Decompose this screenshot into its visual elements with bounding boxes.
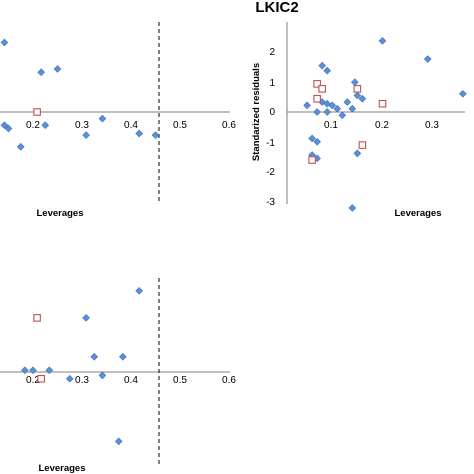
x-tick-label: 0.2 xyxy=(26,120,40,131)
x-tick-label: 0.3 xyxy=(75,375,89,386)
diamond-point xyxy=(351,78,359,87)
x-axis-label: Leverages xyxy=(36,208,83,219)
chart-top-left: 0.2 0.3 0.4 0.5 0.6 Leverages xyxy=(0,22,236,219)
x-tick-label: 0.1 xyxy=(324,120,338,131)
chart-bottom-left: 0.2 0.3 0.4 0.5 0.6 Leverages xyxy=(0,278,236,474)
diamond-point xyxy=(90,352,99,361)
diamond-point xyxy=(119,352,127,361)
x-tick-label: 0.2 xyxy=(375,120,389,131)
x-tick-label: 0.6 xyxy=(222,375,236,386)
y-axis-label: Standarized residuals xyxy=(251,63,262,161)
x-tick-labels: 0.1 0.2 0.3 xyxy=(324,120,439,131)
diamond-point xyxy=(348,204,357,212)
x-tick-labels: 0.2 0.3 0.4 0.5 0.6 xyxy=(26,120,236,131)
x-tick-label: 0.5 xyxy=(173,375,187,386)
diamond-point xyxy=(323,108,332,116)
square-point xyxy=(33,108,41,116)
square-point xyxy=(37,374,45,383)
diamond-point xyxy=(21,366,29,375)
diamond-point xyxy=(29,366,37,375)
diamond-point xyxy=(313,137,321,146)
diamond-point xyxy=(0,38,9,47)
diamond-point xyxy=(358,94,367,103)
square-point xyxy=(33,314,41,322)
diamond-point xyxy=(323,66,332,75)
square-point xyxy=(313,94,321,103)
diamond-point xyxy=(37,68,45,77)
y-tick-label: -3 xyxy=(266,197,275,208)
x-tick-label: 0.3 xyxy=(425,120,439,131)
data-points xyxy=(303,37,467,212)
diamond-point xyxy=(353,149,362,158)
x-tick-label: 0.5 xyxy=(173,120,187,131)
y-tick-label: 0 xyxy=(269,107,275,118)
square-point xyxy=(358,141,367,149)
y-tick-label: 2 xyxy=(269,47,275,58)
x-tick-label: 0.4 xyxy=(124,120,138,131)
diamond-point xyxy=(82,314,90,322)
diamond-point xyxy=(4,124,13,133)
diamond-point xyxy=(338,111,347,120)
square-point xyxy=(353,85,362,93)
diamond-point xyxy=(82,131,90,139)
diamond-point xyxy=(135,129,143,138)
diamond-point xyxy=(45,366,54,375)
square-point xyxy=(378,99,387,108)
diamond-point xyxy=(98,371,107,380)
x-tick-label: 0.6 xyxy=(222,120,236,131)
x-axis-label: Leverages xyxy=(38,463,85,474)
diamond-point xyxy=(308,134,316,143)
diamond-point xyxy=(303,101,311,110)
diamond-point xyxy=(459,89,467,98)
data-points xyxy=(0,38,160,151)
y-tick-label: -1 xyxy=(266,138,275,149)
square-point xyxy=(308,156,316,164)
chart-title: LKIC2 xyxy=(255,0,298,16)
diamond-point xyxy=(65,374,74,383)
diamond-point xyxy=(423,55,432,63)
diamond-point xyxy=(353,91,362,100)
square-point xyxy=(318,85,326,93)
x-tick-label: 0.3 xyxy=(75,120,89,131)
diamond-point xyxy=(343,98,352,106)
x-tick-labels: 0.2 0.3 0.4 0.5 0.6 xyxy=(26,375,236,386)
diamond-point xyxy=(135,287,143,295)
diamond-point xyxy=(348,104,357,113)
x-tick-label: 0.2 xyxy=(26,375,40,386)
diamond-point xyxy=(53,65,62,73)
diamond-point xyxy=(41,121,50,130)
diamond-point xyxy=(114,437,123,446)
y-tick-label: -2 xyxy=(266,167,275,178)
diamond-point xyxy=(328,101,337,110)
square-point xyxy=(313,80,321,88)
diamond-point xyxy=(98,114,107,123)
diamond-point xyxy=(378,37,387,45)
x-axis-label: Leverages xyxy=(394,208,441,219)
y-tick-labels: -3 -2 -1 0 1 2 xyxy=(266,47,275,208)
x-tick-label: 0.4 xyxy=(124,375,138,386)
data-points xyxy=(21,287,143,446)
diamond-point xyxy=(318,61,326,70)
diamond-point xyxy=(313,108,321,116)
diamond-point xyxy=(16,142,25,151)
diamond-point xyxy=(333,104,342,113)
diamond-point xyxy=(151,131,160,139)
diamond-point xyxy=(0,121,9,130)
y-tick-label: 1 xyxy=(269,78,275,89)
chart-top-right: LKIC2 Standarized residuals -3 -2 -1 0 1… xyxy=(251,0,467,219)
